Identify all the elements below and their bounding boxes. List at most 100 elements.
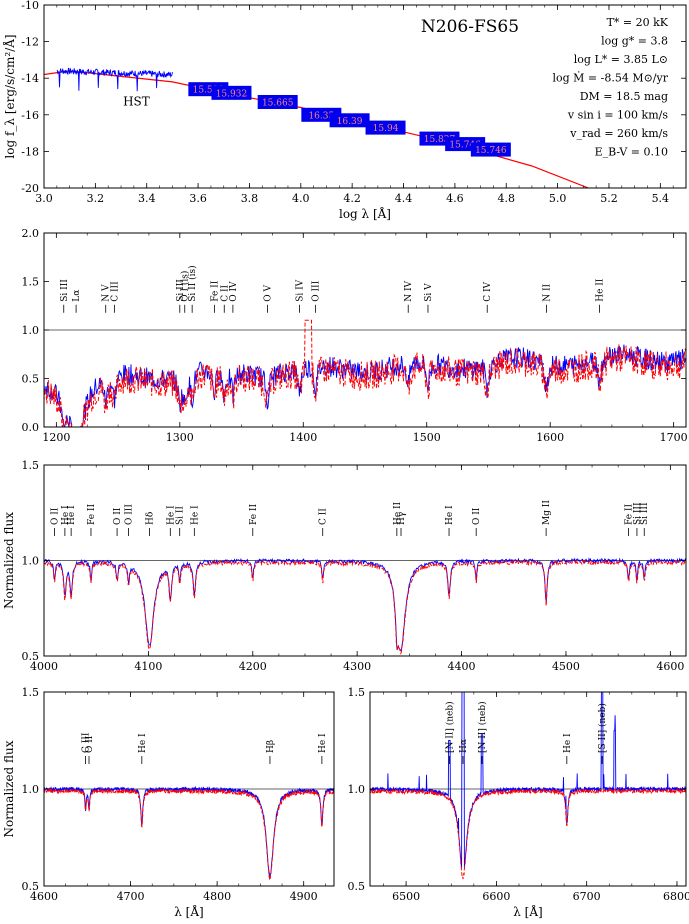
line-id-label: He I — [445, 505, 455, 525]
y-tick-label: 1.5 — [22, 686, 40, 699]
line-id-label: O I (is) — [180, 271, 191, 302]
parameter-label: DM = 18.5 mag — [580, 90, 668, 103]
line-id-label: He I — [318, 733, 328, 753]
y-tick-label: 1.5 — [348, 686, 366, 699]
line-id-label: [S II] (neb) — [597, 703, 608, 753]
x-tick-label: 3.2 — [87, 192, 105, 205]
x-tick-label: 4900 — [290, 890, 318, 903]
line-id-label: N IV — [404, 280, 414, 301]
axes-frame — [369, 691, 687, 887]
line-id-label: He II — [596, 278, 606, 302]
y-tick-label: 2.0 — [22, 227, 40, 240]
x-tick-label: 5.4 — [652, 192, 670, 205]
x-tick-label: 1200 — [42, 431, 70, 444]
parameter-label: v_rad = 260 km/s — [569, 127, 668, 140]
x-tick-label: 3.8 — [241, 192, 259, 205]
y-tick-label: -10 — [21, 0, 39, 12]
y-tick-label: 0.5 — [22, 650, 40, 663]
chart-title: N206-FS65 — [421, 17, 519, 37]
panel-uv: 1200 1300 1400 1500 1600 1700 0.0 0.5 1.0 1.5 2.0 S… — [22, 227, 688, 444]
line-id-label: O V — [263, 285, 273, 302]
observed-spectrum-line — [44, 557, 686, 652]
x-axis-label: λ [Å] — [513, 904, 542, 919]
model-spectrum-line — [370, 787, 686, 880]
line-id-label: Fe II — [87, 504, 97, 525]
y-tick-label: -12 — [21, 36, 39, 49]
y-tick-label: 0.5 — [22, 880, 40, 893]
line-id-label: He II — [393, 501, 403, 525]
y-tick-label: 1.5 — [22, 276, 40, 289]
x-tick-label: 6800 — [663, 890, 689, 903]
plot-area — [44, 319, 686, 427]
x-tick-label: 3.0 — [35, 192, 53, 205]
axes-frame — [43, 464, 687, 657]
line-id-label: Si III — [633, 502, 643, 525]
model-spectrum-line — [44, 559, 686, 655]
photometry-label: 15.590 — [193, 86, 225, 96]
axes-frame — [43, 691, 335, 887]
line-id-label: C III — [82, 732, 92, 753]
parameter-label: log Ṁ = -8.54 M⊙/yr — [552, 71, 668, 85]
y-tick-label: 0.5 — [22, 373, 40, 386]
line-id-label: He I — [61, 505, 71, 525]
line-id-label: Lα — [72, 290, 82, 302]
line-id-label: He I — [190, 505, 200, 525]
observed-spectrum-line — [370, 692, 686, 868]
x-tick-label: 5.2 — [600, 192, 618, 205]
parameter-label: log L* = 3.85 L⊙ — [574, 53, 668, 66]
line-id-label: Fe II — [625, 504, 635, 525]
observed-sed-line — [56, 67, 173, 92]
x-tick-label: 4000 — [30, 660, 58, 673]
x-tick-label: 4.6 — [446, 192, 464, 205]
x-tick-label: 1300 — [166, 431, 194, 444]
line-id-label: O II — [50, 507, 60, 525]
photometry-label: 15.746 — [475, 146, 507, 156]
parameter-label: T* = 20 kK — [607, 16, 669, 29]
x-tick-label: 4.2 — [343, 192, 361, 205]
line-id-label: Fe II — [210, 280, 220, 301]
x-tick-label: 4500 — [552, 660, 580, 673]
x-tick-label: 4100 — [134, 660, 162, 673]
line-id-label: He I — [563, 733, 573, 753]
photometry-label: 15.837 — [424, 135, 456, 145]
x-tick-label: 4800 — [203, 890, 231, 903]
line-id-label: [N II] (neb) — [444, 701, 455, 753]
line-id-label: [N II] (neb) — [477, 701, 488, 753]
panel-optical: 4000 4100 4200 4300 4400 4500 4600 0.5 1.0 1.5 O I… — [2, 459, 687, 673]
line-id-label: C II — [319, 508, 329, 525]
panel-sed: 3.0 3.2 3.4 3.6 3.8 4.0 4.2 4.4 4.6 4.8 5.0 5.2 5.4 -… — [2, 0, 687, 221]
line-id-label: O II — [472, 507, 482, 525]
x-tick-label: 1600 — [536, 431, 564, 444]
line-id-label: Si II — [176, 506, 186, 525]
hst-annotation: HST — [123, 95, 150, 109]
photometry-label: 15.932 — [216, 89, 248, 99]
plot-area — [44, 557, 686, 655]
y-tick-label: 1.0 — [348, 783, 366, 796]
y-axis-label: Normalized flux — [2, 512, 16, 609]
x-tick-label: 6700 — [573, 890, 601, 903]
line-id-label: O IV — [229, 281, 239, 302]
line-id-label: Hα — [459, 739, 469, 753]
photometry-label: 15.94 — [373, 124, 399, 134]
x-tick-label: 6600 — [482, 890, 510, 903]
photometry-label: 15.746 — [449, 141, 481, 151]
photometry-box — [329, 113, 370, 128]
line-id-label: O III — [312, 280, 322, 301]
photometry-label: 15.665 — [262, 98, 294, 108]
x-tick-label: 4.0 — [292, 192, 310, 205]
line-id-label: Si II (is) — [187, 265, 198, 301]
x-tick-label: 3.6 — [189, 192, 207, 205]
photometry-box — [365, 120, 406, 135]
y-tick-label: 1.5 — [22, 459, 40, 472]
x-axis-label: log λ [Å] — [339, 206, 391, 221]
line-id-label: Si III — [60, 279, 70, 302]
line-id-label: Si III — [640, 502, 650, 525]
x-tick-label: 4300 — [343, 660, 371, 673]
y-tick-label: -16 — [21, 109, 39, 122]
x-tick-label: 1400 — [289, 431, 317, 444]
line-id-label: He I — [166, 505, 176, 525]
line-id-label: Hδ — [145, 512, 155, 525]
x-tick-label: 6500 — [392, 890, 420, 903]
y-tick-label: 1.0 — [22, 555, 40, 568]
x-tick-label: 4200 — [239, 660, 267, 673]
